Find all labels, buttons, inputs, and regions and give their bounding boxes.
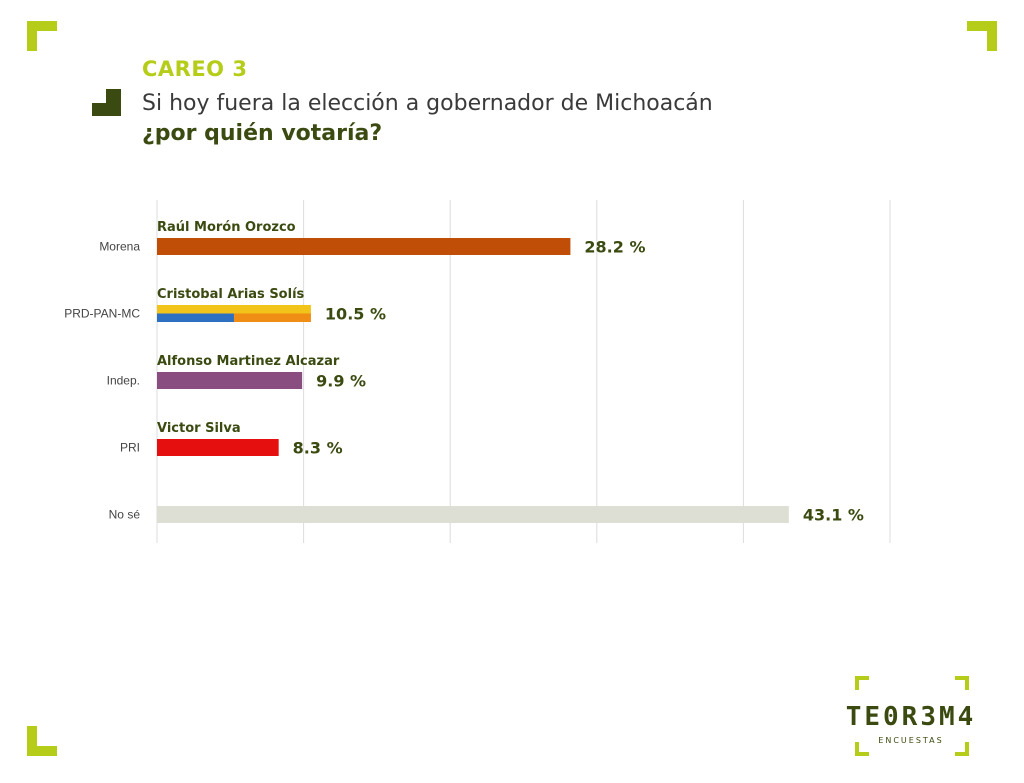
bar-segment-mc [233, 313, 311, 322]
title-step-icon [92, 89, 121, 116]
category-label: PRD-PAN-MC [64, 307, 140, 321]
corner-bracket-top-right [967, 21, 997, 51]
question-line-2: ¿por quién votaría? [142, 121, 383, 146]
bar [157, 372, 303, 389]
corner-bracket-top-left [27, 21, 57, 51]
logo-wordmark: TE0R3M4 [845, 702, 977, 732]
value-label: 28.2 % [584, 238, 645, 257]
bar [157, 439, 279, 456]
category-label: Morena [99, 240, 140, 254]
value-label: 8.3 % [293, 439, 343, 458]
logo-subtitle: ENCUESTAS [878, 736, 944, 745]
corner-bracket-bottom-left [27, 726, 57, 756]
bar [157, 506, 789, 523]
teorema-logo: TE0R3M4 ENCUESTAS [823, 676, 999, 756]
section-label: CAREO 3 [142, 57, 248, 81]
candidate-name: Victor Silva [157, 421, 241, 436]
candidate-name: Cristobal Arias Solís [157, 287, 305, 302]
value-label: 43.1 % [803, 506, 864, 525]
bar [157, 238, 571, 255]
candidate-name: Alfonso Martinez Alcazar [157, 354, 340, 369]
category-label: PRI [120, 441, 140, 455]
category-label: Indep. [107, 374, 140, 388]
value-label: 10.5 % [325, 305, 386, 324]
bar-segment-prd [157, 305, 311, 314]
category-label: No sé [109, 508, 141, 522]
bar-segment-pan [157, 313, 234, 322]
value-label: 9.9 % [316, 372, 366, 391]
question-line-1: Si hoy fuera la elección a gobernador de… [142, 91, 713, 116]
candidate-name: Raúl Morón Orozco [157, 220, 296, 235]
